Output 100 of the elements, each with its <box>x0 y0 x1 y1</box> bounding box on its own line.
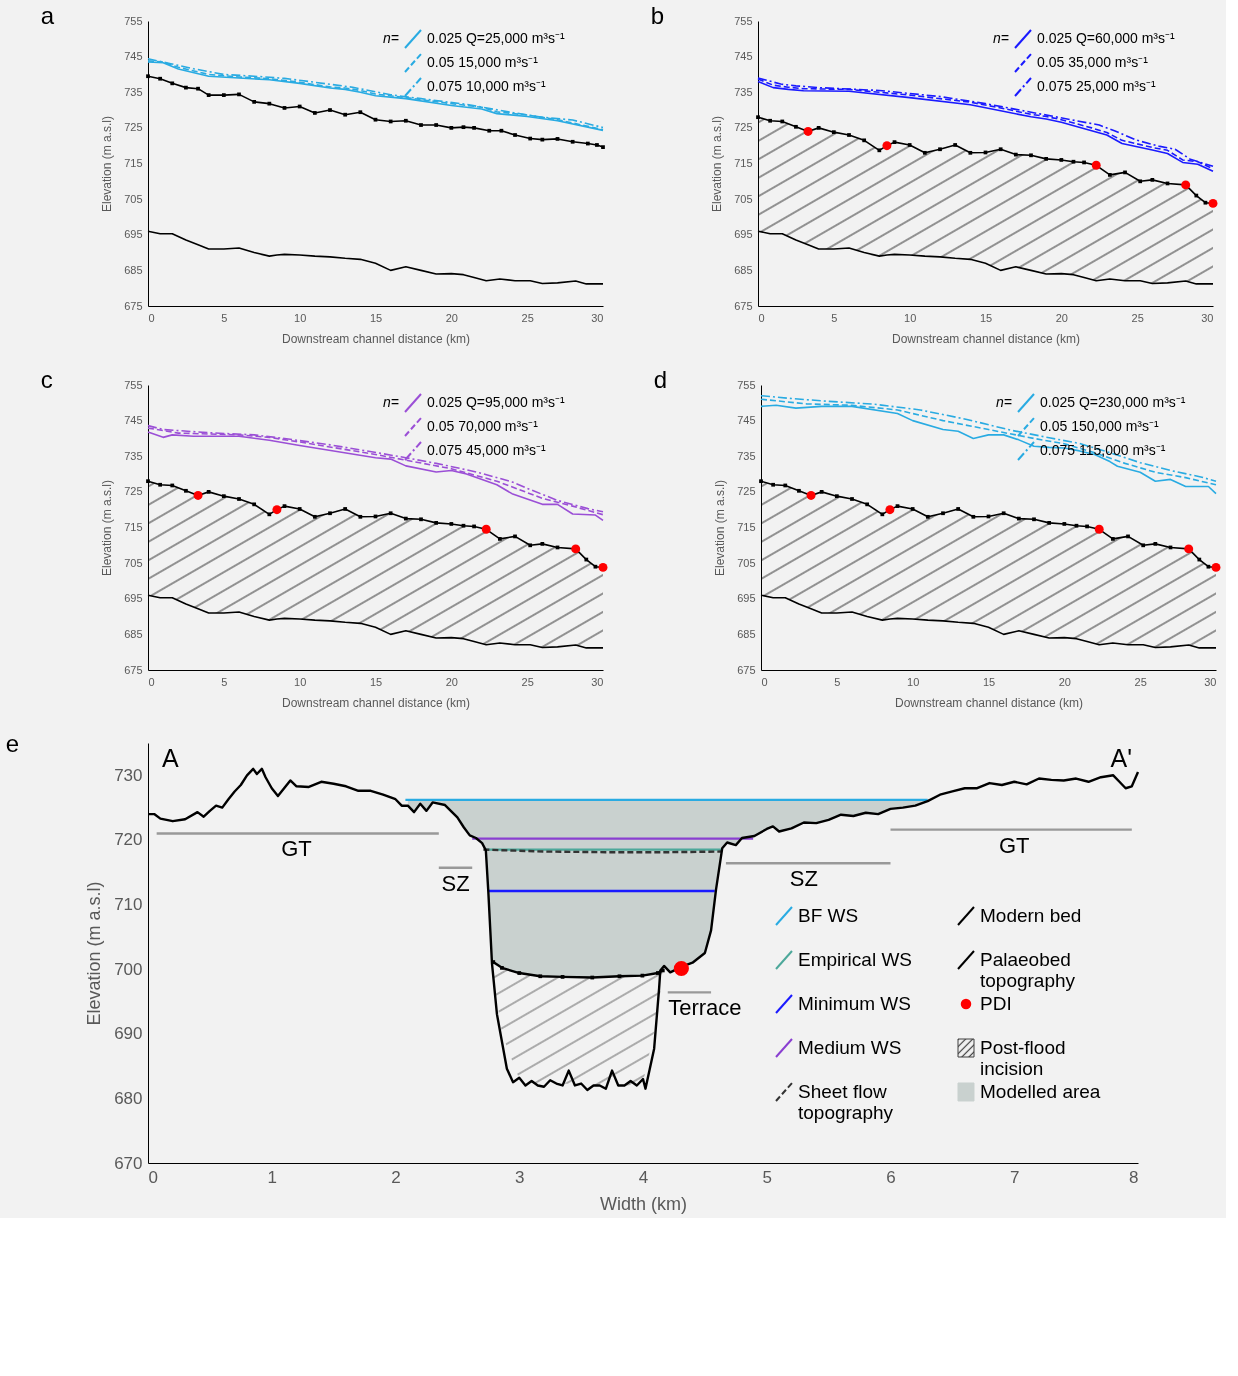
x-tick-label: 20 <box>1058 675 1071 688</box>
x-tick-label: 5 <box>831 311 838 324</box>
y-tick-label: 695 <box>737 592 756 605</box>
legend-label: Post-flood incision <box>980 1037 1066 1079</box>
y-tick-label: 705 <box>124 556 143 569</box>
x-tick-label: 25 <box>1134 675 1147 688</box>
x-tick-label: 10 <box>294 311 307 324</box>
x-tick-label: 3 <box>515 1167 525 1187</box>
y-tick-label: 675 <box>737 663 756 676</box>
x-tick-label: 20 <box>1055 311 1068 324</box>
y-tick-label: 735 <box>124 449 143 462</box>
x-tick-label: 15 <box>982 675 996 688</box>
y-tick-label: 705 <box>734 192 753 205</box>
legend-label: 0.025 Q=230,000 m³s⁻¹ <box>1040 394 1186 410</box>
chart-title: e <box>5 730 19 757</box>
x-tick-label: 5 <box>834 675 841 688</box>
y-axis-title: Elevation (m a.s.l) <box>713 479 728 577</box>
y-tick-label: 715 <box>737 521 756 533</box>
x-axis-title: Downstream channel distance (km) <box>281 331 471 346</box>
x-tick-label: 2 <box>391 1167 401 1187</box>
x-axis-title: Downstream channel distance (km) <box>891 331 1081 346</box>
y-axis-title: Elevation (m a.s.l) <box>84 881 105 1026</box>
y-tick-label: 755 <box>124 14 143 27</box>
y-tick-label: 745 <box>737 414 756 427</box>
x-tick-label: 6 <box>886 1167 896 1187</box>
y-tick-label: 675 <box>734 299 753 312</box>
x-tick-label: 8 <box>1129 1167 1139 1187</box>
legend-label: Palaeobed topography <box>980 949 1076 991</box>
y-tick-label: 745 <box>734 50 753 63</box>
annotation: GT <box>998 832 1030 858</box>
annotation: SZ <box>789 866 818 892</box>
x-tick-label: 25 <box>1131 311 1144 324</box>
legend-title: n= <box>996 394 1012 410</box>
x-tick-label: 4 <box>638 1167 649 1187</box>
legend-label: 0.025 Q=60,000 m³s⁻¹ <box>1037 30 1176 46</box>
legend-label: PDI <box>980 993 1012 1014</box>
x-axis-title: Width (km) <box>600 1193 687 1214</box>
x-tick-label: 25 <box>521 311 534 324</box>
x-tick-label: 15 <box>369 311 383 324</box>
x-tick-label: 1 <box>267 1167 277 1187</box>
x-tick-label: 0 <box>148 311 155 324</box>
legend-label: 0.075 45,000 m³s⁻¹ <box>427 442 546 458</box>
y-tick-label: 720 <box>114 830 143 850</box>
y-tick-label: 675 <box>124 299 143 312</box>
y-tick-label: 685 <box>124 627 143 640</box>
legend-label: 0.075 10,000 m³s⁻¹ <box>427 78 546 94</box>
y-tick-label: 755 <box>734 14 753 27</box>
x-tick-label: 30 <box>591 675 604 688</box>
chart-title: a <box>40 2 55 29</box>
x-tick-label: 5 <box>221 675 228 688</box>
x-tick-label: 30 <box>591 311 604 324</box>
y-tick-label: 675 <box>124 663 143 676</box>
annotation: SZ <box>441 870 470 896</box>
legend-label: 0.05 15,000 m³s⁻¹ <box>427 54 539 70</box>
y-tick-label: 715 <box>124 157 143 169</box>
x-tick-label: 30 <box>1204 675 1217 688</box>
x-tick-label: 0 <box>148 675 155 688</box>
y-tick-label: 735 <box>734 85 753 98</box>
y-tick-label: 715 <box>124 521 143 533</box>
y-tick-label: 745 <box>124 50 143 63</box>
y-tick-label: 755 <box>124 378 143 391</box>
legend-label: BF WS <box>798 905 859 926</box>
x-tick-label: 15 <box>369 675 383 688</box>
x-tick-label: 10 <box>904 311 917 324</box>
y-tick-label: 685 <box>737 627 756 640</box>
x-tick-label: 10 <box>907 675 920 688</box>
y-tick-label: 725 <box>734 121 753 134</box>
x-tick-label: 25 <box>521 675 534 688</box>
y-tick-label: 695 <box>124 228 143 241</box>
y-tick-label: 710 <box>114 895 143 915</box>
annotation: A <box>162 744 179 772</box>
y-axis-title: Elevation (m a.s.l) <box>710 115 725 213</box>
y-tick-label: 695 <box>734 228 753 241</box>
x-axis-title: Downstream channel distance (km) <box>894 695 1084 710</box>
y-tick-label: 700 <box>114 959 143 979</box>
y-tick-label: 685 <box>734 263 753 276</box>
x-tick-label: 10 <box>294 675 307 688</box>
y-tick-label: 725 <box>124 485 143 498</box>
chart-title: b <box>650 2 665 29</box>
y-tick-label: 735 <box>124 85 143 98</box>
annotation: GT <box>281 836 312 862</box>
legend-label: Modern bed <box>980 905 1082 926</box>
legend-label: 0.025 Q=25,000 m³s⁻¹ <box>427 30 566 46</box>
y-tick-label: 745 <box>124 414 143 427</box>
x-tick-label: 0 <box>148 1167 158 1187</box>
y-tick-label: 755 <box>737 378 756 391</box>
chart-title: d <box>653 366 668 393</box>
x-tick-label: 5 <box>221 311 228 324</box>
y-tick-label: 725 <box>124 121 143 134</box>
y-axis-title: Elevation (m a.s.l) <box>100 115 115 213</box>
legend-label: 0.05 150,000 m³s⁻¹ <box>1040 418 1159 434</box>
legend-title: n= <box>993 30 1009 46</box>
legend-label: Empirical WS <box>798 949 913 970</box>
legend-label: 0.025 Q=95,000 m³s⁻¹ <box>427 394 566 410</box>
chart-title: c <box>40 366 53 393</box>
x-tick-label: 15 <box>979 311 993 324</box>
legend-title: n= <box>383 394 399 410</box>
x-tick-label: 5 <box>762 1167 772 1187</box>
legend-label: Sheet flow topography <box>798 1081 894 1123</box>
y-tick-label: 695 <box>124 592 143 605</box>
